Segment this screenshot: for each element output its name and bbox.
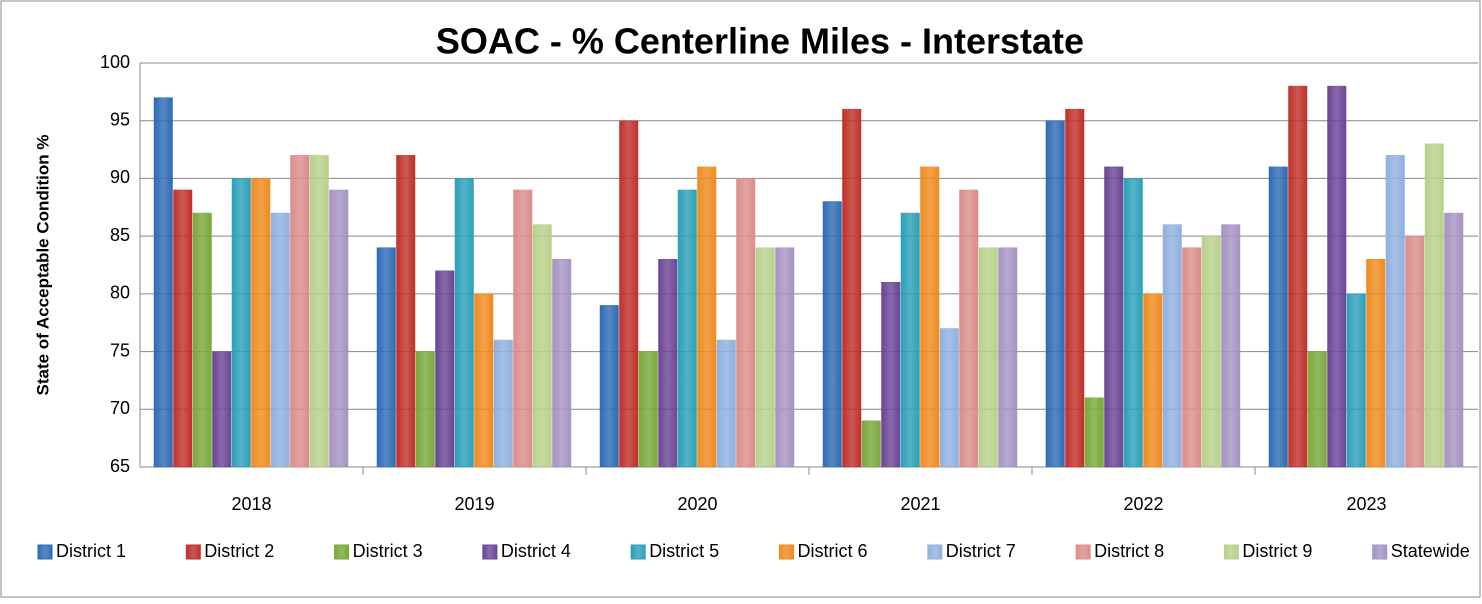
- bar: [212, 351, 232, 468]
- y-tick-label: 85: [110, 225, 130, 245]
- bar: [842, 108, 862, 468]
- bar: [309, 155, 329, 468]
- y-tick-label: 90: [110, 167, 130, 187]
- y-tick-label: 80: [110, 283, 130, 303]
- bar: [173, 189, 193, 468]
- legend-label: Statewide: [1391, 541, 1470, 561]
- bar: [861, 420, 881, 468]
- bar: [1065, 108, 1085, 468]
- bar: [1182, 247, 1202, 468]
- bar: [978, 247, 998, 468]
- legend-swatch: [927, 544, 943, 560]
- bar: [552, 258, 572, 468]
- legend-swatch: [334, 544, 350, 560]
- bar: [755, 247, 775, 468]
- legend-label: District 6: [798, 541, 868, 561]
- legend-swatch: [37, 544, 53, 560]
- bar: [1143, 293, 1163, 468]
- bar: [513, 189, 533, 468]
- legend-label: District 4: [501, 541, 571, 561]
- bar: [153, 97, 173, 468]
- bar: [920, 166, 940, 468]
- bar: [1084, 397, 1104, 468]
- bar: [435, 270, 455, 468]
- y-tick-label: 70: [110, 398, 130, 418]
- bar: [822, 201, 842, 468]
- bar: [1045, 120, 1065, 468]
- bar: [619, 120, 639, 468]
- x-tick-label: 2021: [900, 494, 940, 514]
- bar: [290, 155, 310, 468]
- bar: [697, 166, 717, 468]
- bar: [1444, 212, 1464, 468]
- legend-label: District 3: [353, 541, 423, 561]
- legend-label: District 7: [946, 541, 1016, 561]
- bar: [493, 339, 513, 468]
- bar: [638, 351, 658, 468]
- bar: [376, 247, 396, 468]
- legend-swatch: [630, 544, 646, 560]
- bar: [775, 247, 795, 468]
- legend-swatch: [482, 544, 498, 560]
- legend-label: District 1: [56, 541, 126, 561]
- bar: [1104, 166, 1124, 468]
- bar: [270, 212, 290, 468]
- bar: [677, 189, 697, 468]
- bar: [474, 293, 494, 468]
- x-tick-label: 2022: [1123, 494, 1163, 514]
- bar: [231, 178, 251, 468]
- bar: [1268, 166, 1288, 468]
- bar: [998, 247, 1018, 468]
- bar: [454, 178, 474, 468]
- bar: [599, 305, 619, 468]
- bar: [1366, 258, 1386, 468]
- bar: [396, 155, 416, 468]
- legend-swatch: [1075, 544, 1091, 560]
- legend-swatch: [185, 544, 201, 560]
- bar: [329, 189, 349, 468]
- y-tick-label: 75: [110, 340, 130, 360]
- bar: [1123, 178, 1143, 468]
- legend-label: District 8: [1094, 541, 1164, 561]
- bar: [959, 189, 979, 468]
- x-tick-label: 2019: [454, 494, 494, 514]
- legend-swatch: [1372, 544, 1388, 560]
- y-tick-label: 65: [110, 456, 130, 476]
- bar: [532, 224, 552, 468]
- bar: [192, 212, 212, 468]
- bar: [1162, 224, 1182, 468]
- bar: [658, 258, 678, 468]
- bar: [251, 178, 271, 468]
- bar: [900, 212, 920, 468]
- bar: [1346, 293, 1366, 468]
- legend-swatch: [779, 544, 794, 560]
- bar: [881, 282, 901, 468]
- y-axis-label: State of Acceptable Condition %: [33, 134, 52, 395]
- x-tick-label: 2018: [231, 494, 271, 514]
- bar: [1424, 143, 1444, 468]
- bar: [1201, 235, 1221, 468]
- chart-title: SOAC - % Centerline Miles - Interstate: [436, 21, 1084, 62]
- legend-swatch: [1223, 544, 1239, 560]
- y-tick-label: 100: [100, 52, 130, 72]
- bar: [1327, 85, 1347, 468]
- bar: [1307, 351, 1327, 468]
- bar: [716, 339, 736, 468]
- legend-label: District 2: [204, 541, 274, 561]
- bar: [1405, 235, 1425, 468]
- bar: [939, 328, 959, 468]
- y-tick-label: 95: [110, 109, 130, 129]
- bar: [736, 178, 756, 468]
- bar: [1385, 155, 1405, 468]
- bar: [1221, 224, 1241, 468]
- legend-label: District 5: [649, 541, 719, 561]
- bar: [1288, 85, 1308, 468]
- x-tick-label: 2020: [677, 494, 717, 514]
- bar: [415, 351, 435, 468]
- x-tick-label: 2023: [1346, 494, 1386, 514]
- legend-label: District 9: [1242, 541, 1312, 561]
